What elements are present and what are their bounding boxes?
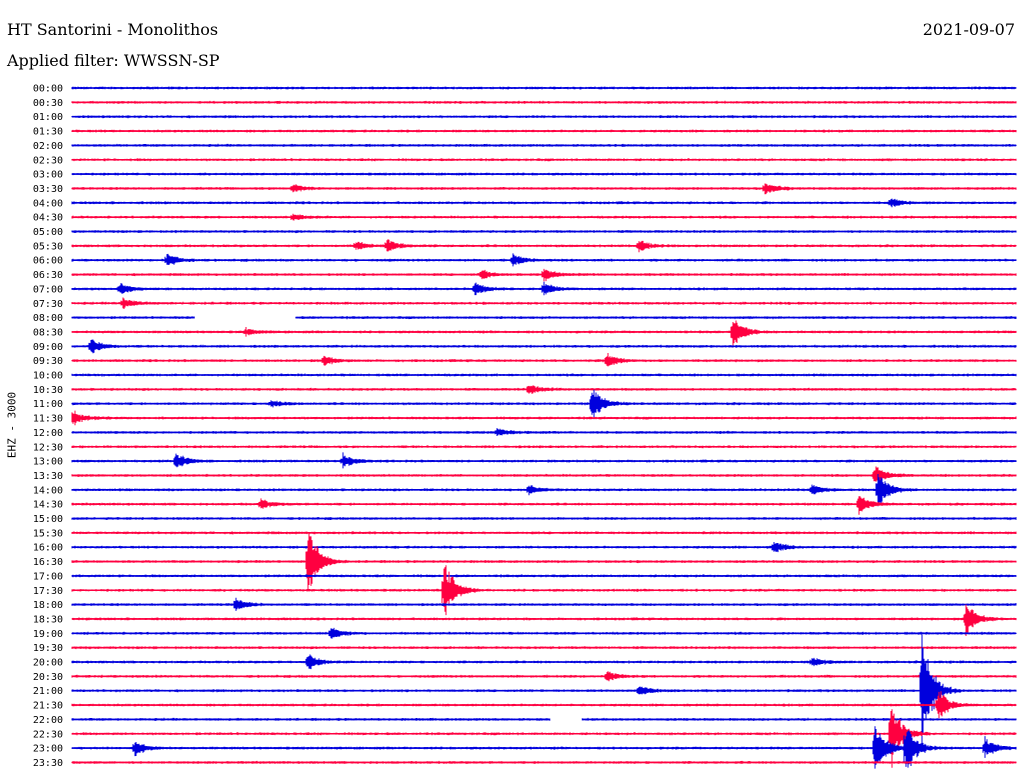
row-time-label: 18:30 — [33, 614, 63, 625]
row-time-label: 14:30 — [33, 500, 63, 511]
row-time-label: 04:30 — [33, 213, 63, 224]
row-time-label: 08:00 — [33, 313, 63, 324]
row-time-label: 02:00 — [33, 141, 63, 152]
row-time-label: 02:30 — [33, 155, 63, 166]
row-time-label: 17:30 — [33, 586, 63, 597]
row-time-label: 21:00 — [33, 686, 63, 697]
data-gaps — [194, 312, 582, 725]
row-time-label: 12:00 — [33, 428, 63, 439]
row-time-label: 19:00 — [33, 629, 63, 640]
row-time-label: 00:30 — [33, 98, 63, 109]
row-time-label: 07:00 — [33, 284, 63, 295]
row-time-label: 06:00 — [33, 256, 63, 267]
row-time-label: 13:00 — [33, 457, 63, 468]
seismic-trace-row — [71, 320, 1017, 348]
row-time-label: 17:00 — [33, 571, 63, 582]
row-time-label: 00:00 — [33, 84, 63, 95]
row-time-label: 15:30 — [33, 528, 63, 539]
row-time-label: 09:30 — [33, 356, 63, 367]
row-time-label: 18:00 — [33, 600, 63, 611]
row-time-label: 09:00 — [33, 342, 63, 353]
data-gap — [550, 714, 582, 725]
row-time-label: 11:00 — [33, 399, 63, 410]
seismic-trace-row — [71, 604, 1017, 636]
row-time-label: 03:30 — [33, 184, 63, 195]
row-time-label: 20:00 — [33, 658, 63, 669]
row-time-label: 05:00 — [33, 227, 63, 238]
row-time-label: 19:30 — [33, 643, 63, 654]
row-time-label: 14:00 — [33, 485, 63, 496]
row-time-label: 11:30 — [33, 414, 63, 425]
row-time-label: 20:30 — [33, 672, 63, 683]
row-time-label: 21:30 — [33, 701, 63, 712]
row-time-label: 12:30 — [33, 442, 63, 453]
row-time-label: 07:30 — [33, 299, 63, 310]
row-time-label: 23:30 — [33, 758, 63, 769]
row-time-label: 08:30 — [33, 327, 63, 338]
row-time-label: 15:00 — [33, 514, 63, 525]
row-time-label: 23:00 — [33, 744, 63, 755]
row-time-label: 04:00 — [33, 198, 63, 209]
seismic-trace-row — [71, 496, 1017, 515]
row-time-label: 05:30 — [33, 241, 63, 252]
row-time-label: 10:00 — [33, 371, 63, 382]
seismic-trace-row — [71, 353, 1017, 367]
row-time-label: 03:00 — [33, 170, 63, 181]
row-time-label: 22:00 — [33, 715, 63, 726]
record-date: 2021-09-07 — [922, 20, 1015, 39]
station-title: HT Santorini - Monolithos — [7, 20, 219, 39]
data-gap — [194, 312, 296, 323]
row-time-label: 22:30 — [33, 729, 63, 740]
time-tick-labels: 00:00 00:30 01:00 01:30 02:00 02:30 03:00 03:30… — [33, 84, 63, 769]
row-time-label: 13:30 — [33, 471, 63, 482]
row-time-label: 01:00 — [33, 112, 63, 123]
applied-filter: Applied filter: WWSSN-SP — [7, 51, 220, 70]
row-time-label: 16:00 — [33, 543, 63, 554]
row-time-label: 10:30 — [33, 385, 63, 396]
row-time-label: 01:30 — [33, 127, 63, 138]
row-time-label: 16:30 — [33, 557, 63, 568]
row-time-label: 06:30 — [33, 270, 63, 281]
seismic-traces — [71, 86, 1017, 769]
